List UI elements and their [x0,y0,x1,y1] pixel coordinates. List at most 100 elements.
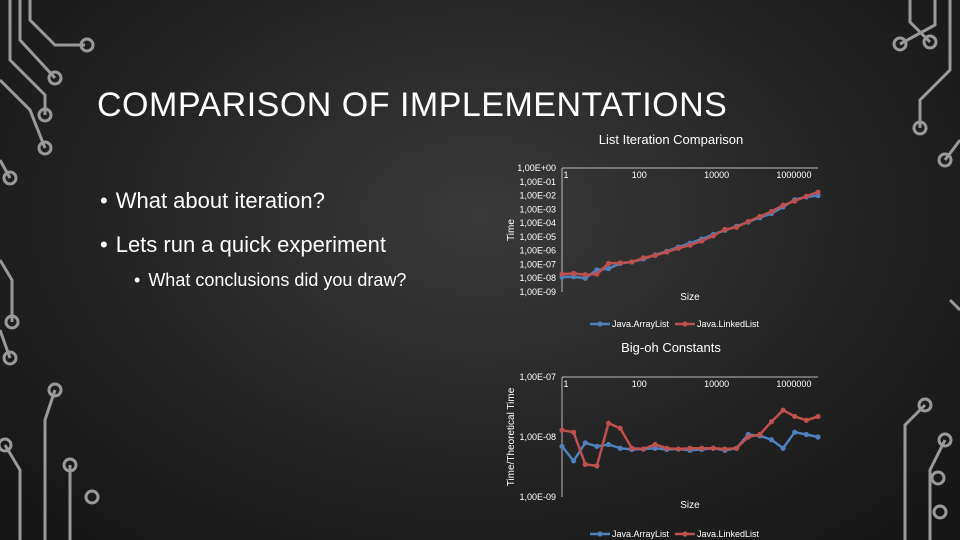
bullet-text: Lets run a quick experiment [115,232,386,257]
data-point [803,431,809,438]
circuit-node [2,350,18,366]
y-tick-label: 1,00E-06 [519,246,556,256]
bullet-conclusions: • What conclusions did you draw? [134,270,406,291]
legend-label: Java.LinkedList [697,529,760,539]
data-point [792,413,798,420]
data-point [582,272,588,278]
circuit-trace [28,0,85,47]
data-point [745,434,751,440]
circuit-node [47,70,63,86]
x-tick-label: 100 [632,379,647,389]
circuit-node [912,120,928,136]
circuit-trace [928,439,947,540]
data-point [571,458,577,464]
x-tick-label: 100 [632,170,647,180]
circuit-node [2,170,18,186]
data-point [675,245,681,251]
data-point [571,429,577,435]
data-point [792,429,798,435]
legend-marker [682,531,688,537]
chart-title: List Iteration Comparison [599,132,744,147]
y-tick-label: 1,00E-08 [519,273,556,283]
slide-title: COMPARISON OF IMPLEMENTATIONS [97,86,728,124]
circuit-trace [3,444,22,540]
data-point [594,271,600,277]
data-point [733,224,740,230]
data-point [617,260,623,266]
data-point [640,446,647,452]
data-point [699,445,705,451]
data-point [722,226,728,232]
data-point [803,193,809,199]
data-point [594,443,600,449]
data-point [757,213,763,220]
data-point [757,431,763,438]
data-point [571,270,577,277]
data-point [803,417,809,423]
bullet-text: What about iteration? [115,188,325,213]
circuit-trace [8,0,47,115]
y-tick-label: 1,00E-01 [519,177,556,187]
x-tick-label: 1000000 [776,379,811,389]
x-axis-label: Size [680,500,700,511]
x-tick-label: 1000000 [776,170,811,180]
circuit-trace [0,78,47,149]
circuit-trace [903,403,927,540]
circuit-node [917,397,933,413]
data-point [710,445,716,451]
circuit-node [4,314,20,330]
bullet-glyph: • [100,188,108,213]
data-point [617,425,623,431]
circuit-trace [43,389,57,540]
circuit-node [37,107,53,123]
y-tick-label: 1,00E-09 [519,287,556,297]
y-tick-label: 1,00E-04 [519,218,556,228]
data-point [699,238,705,244]
data-point [582,461,588,467]
data-point [629,445,635,451]
chart-title: Big-oh Constants [621,340,721,355]
y-tick-label: 1,00E-07 [519,372,556,382]
circuit-trace [0,259,14,322]
data-point [687,242,693,248]
data-point [780,407,786,413]
data-point [710,233,716,239]
y-tick-label: 1,00E+00 [517,163,556,173]
legend-marker [597,531,603,537]
circuit-trace [948,298,960,312]
circuit-node [0,437,13,453]
data-point [664,249,670,255]
x-axis-label: Size [680,292,700,303]
data-point [664,445,670,451]
data-point [559,443,565,449]
circuit-node [937,432,953,448]
data-point [652,445,658,451]
series-line-linkedlist [561,408,819,468]
x-tick-label: 10000 [704,170,729,180]
x-tick-label: 1 [563,379,568,389]
data-point [675,446,681,452]
bullet-iteration: • What about iteration? [100,188,325,214]
data-point [640,255,647,261]
circuit-trace [899,0,937,46]
circuit-node [932,504,948,520]
data-point [629,259,635,265]
data-point [768,419,775,425]
data-point [687,445,693,451]
data-point [815,413,821,420]
data-point [745,218,751,225]
y-tick-label: 1,00E-02 [519,191,556,201]
data-point [617,445,623,451]
legend-marker [597,321,603,327]
legend-marker [682,321,688,327]
data-point [594,463,600,469]
circuit-node [79,37,95,53]
bullet-glyph: • [134,270,141,290]
circuit-node [47,382,63,398]
data-point [652,441,658,448]
y-tick-label: 1,00E-08 [519,432,556,442]
y-axis-label: Time/Theoretical Time [506,387,517,486]
